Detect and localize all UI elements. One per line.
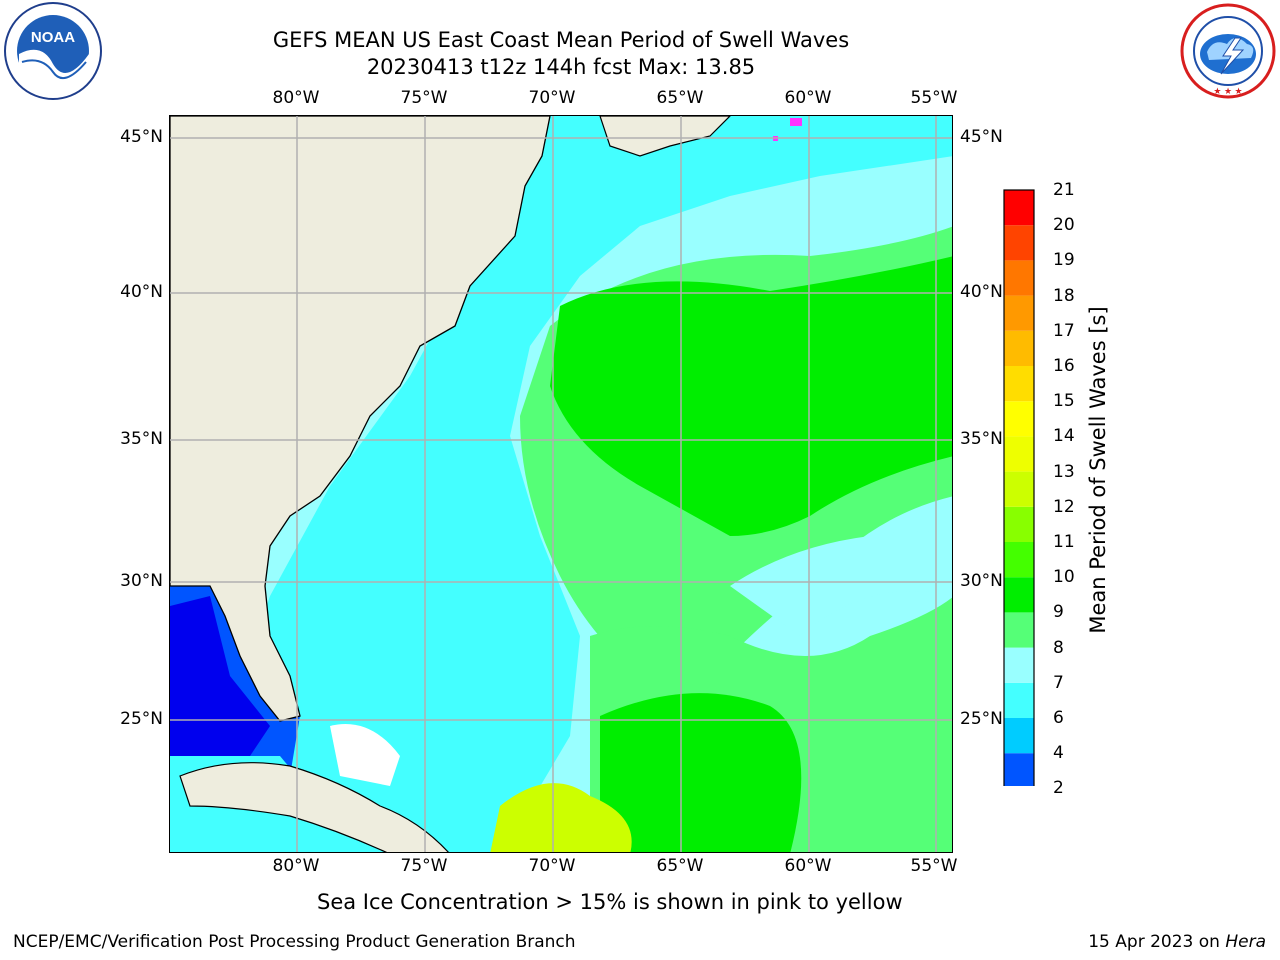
colorbar-segment (1004, 190, 1034, 226)
land-nova-scotia (599, 116, 731, 157)
colorbar-segment (1004, 436, 1034, 472)
lat-label-left-40n: 40°N (120, 282, 163, 302)
lon-label-bottom-70w: 70°W (528, 856, 576, 876)
lat-label-right-25n: 25°N (960, 709, 1003, 729)
colorbar-tick-label: 21 (1053, 180, 1075, 200)
colorbar-tick-label: 13 (1053, 461, 1075, 482)
swell-zone-yellowgreen (490, 783, 632, 852)
bahamas-shallows (330, 724, 400, 786)
colorbar-tick-label: 11 (1053, 532, 1075, 552)
colorbar-tick-label: 14 (1053, 426, 1075, 447)
colorbar-tick-label: 18 (1053, 285, 1075, 306)
colorbar-segment (1004, 753, 1034, 786)
lon-label-bottom-65w: 65°W (656, 856, 704, 876)
colorbar-tick-label: 15 (1053, 391, 1075, 412)
colorbar-tick-label: 9 (1053, 602, 1064, 623)
colorbar-segment (1004, 718, 1034, 754)
footer-date: 15 Apr 2023 on Hera (1088, 932, 1266, 952)
lon-label-top-80w: 80°W (272, 88, 320, 108)
colorbar-segment (1004, 682, 1034, 718)
swell-zone-green (550, 256, 952, 536)
map-gridlines (170, 116, 952, 852)
colorbar-segment (1004, 225, 1034, 261)
swell-zone-deepblue-gulf (170, 596, 270, 766)
lat-label-right-40n: 40°N (960, 282, 1003, 302)
colorbar-segment (1004, 577, 1034, 613)
chart-subtitle: 20230413 t12z 144h fcst Max: 13.85 (366, 55, 756, 79)
lat-label-left-30n: 30°N (120, 571, 163, 591)
lon-label-top-55w: 55°W (910, 88, 958, 108)
swell-zone-lightblue-se (730, 531, 952, 636)
lat-label-right-45n: 45°N (960, 127, 1003, 147)
lat-label-right-30n: 30°N (960, 571, 1003, 591)
sea-ice-patch (790, 118, 802, 126)
lon-label-bottom-55w: 55°W (910, 856, 958, 876)
colorbar-tick-label: 8 (1053, 637, 1064, 658)
footer-machine: Hera (1225, 932, 1266, 952)
colorbar-segment (1004, 506, 1034, 542)
swell-zone-cyan (230, 116, 952, 852)
lat-label-left-45n: 45°N (120, 127, 163, 147)
colorbar-tick-label: 4 (1053, 743, 1064, 764)
colorbar-frame (1003, 189, 1035, 786)
footer-date-text: 15 Apr 2023 on (1088, 932, 1226, 952)
colorbar-tick-label: 17 (1053, 320, 1075, 341)
lon-label-top-70w: 70°W (528, 88, 576, 108)
colorbar-segment (1004, 260, 1034, 296)
lon-label-bottom-80w: 80°W (272, 856, 320, 876)
land-cuba (179, 762, 449, 852)
colorbar-segment (1004, 366, 1034, 402)
lon-label-bottom-60w: 60°W (784, 856, 832, 876)
colorbar-segment (1004, 295, 1034, 331)
colorbar-tick-label: 6 (1053, 708, 1064, 728)
colorbar-segment (1004, 647, 1034, 683)
colorbar-tick-label: 10 (1053, 567, 1075, 588)
swell-period-field (170, 116, 952, 852)
chart-title: GEFS MEAN US East Coast Mean Period of S… (272, 28, 850, 52)
colorbar-tick-label: 20 (1053, 215, 1075, 236)
nws-logo: ★ ★ ★ (1180, 3, 1276, 99)
noaa-logo: NOAA (4, 2, 102, 100)
colorbar-tick-label: 12 (1053, 496, 1075, 517)
land-us-east-coast (170, 116, 551, 722)
map-panel (169, 115, 953, 853)
lon-label-top-65w: 65°W (656, 88, 704, 108)
colorbar (1003, 189, 1035, 786)
colorbar-segment (1004, 401, 1034, 437)
sea-ice-note: Sea Ice Concentration > 15% is shown in … (317, 890, 903, 914)
colorbar-segment (1004, 471, 1034, 507)
swell-zone-green-south-core (600, 693, 802, 852)
noaa-logo-text: NOAA (31, 29, 75, 46)
colorbar-tick-label: 2 (1053, 778, 1064, 799)
lat-label-right-35n: 35°N (960, 429, 1003, 449)
colorbar-label: Mean Period of Swell Waves [s] (1086, 306, 1110, 634)
colorbar-segment (1004, 542, 1034, 578)
colorbar-tick-label: 19 (1053, 250, 1075, 271)
footer-credit: NCEP/EMC/Verification Post Processing Pr… (13, 932, 576, 952)
colorbar-tick-label: 7 (1053, 672, 1064, 693)
lat-label-left-35n: 35°N (120, 429, 163, 449)
colorbar-segment (1004, 612, 1034, 648)
svg-text:★ ★ ★: ★ ★ ★ (1213, 86, 1242, 96)
lon-label-top-75w: 75°W (400, 88, 448, 108)
lon-label-bottom-75w: 75°W (400, 856, 448, 876)
lon-label-top-60w: 60°W (784, 88, 832, 108)
colorbar-tick-label: 16 (1053, 356, 1075, 376)
lat-label-left-25n: 25°N (120, 709, 163, 729)
colorbar-segment (1004, 330, 1034, 366)
